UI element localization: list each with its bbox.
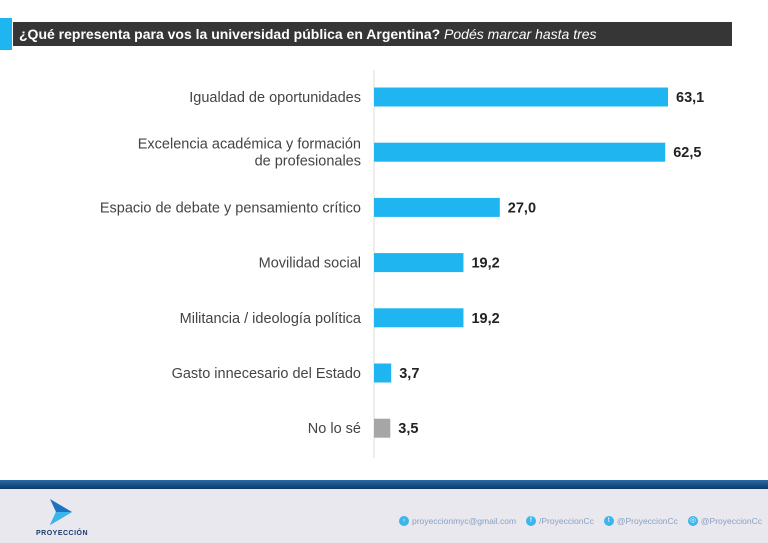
chart-title: ¿Qué representa para vos la universidad … [13,22,732,46]
facebook-icon: f [526,516,537,526]
footer: PROYECCIÓN › proyeccionmyc@gmail.com f/Pro… [0,489,768,543]
email-icon: › [398,516,409,526]
contact-item[interactable]: ◎ @ProyeccionCc [687,516,762,526]
category-label: Igualdad de oportunidades [189,90,361,106]
contact-text: /ProyeccionCc [539,516,594,526]
data-label: 62,5 [673,145,701,161]
bar [374,363,392,383]
contact-item[interactable]: t @ProyeccionCc [603,516,678,526]
logo-text: PROYECCIÓN [36,530,89,537]
logo-arrow-icon [50,499,72,525]
bar [374,197,500,217]
bar-chart: 63,1 Igualdad de oportunidades 62,5 Excelen… [100,70,704,458]
title-question: ¿Qué representa para vos la universidad … [19,26,441,42]
category-label: Movilidad social [259,256,361,272]
title-note: Podés marcar hasta tres [444,26,597,42]
data-label: 27,0 [508,200,536,216]
data-label: 63,1 [676,90,704,106]
contact-item[interactable]: › proyeccionmyc@gmail.com [398,516,517,526]
bar [374,142,666,162]
category-label: Gasto innecesario del Estado [172,366,361,382]
bar [374,418,391,438]
category-label: Excelencia académica y formación [138,137,361,153]
twitter-icon: t [603,516,614,526]
contact-item[interactable]: f/ProyeccionCc [526,516,594,526]
category-label: Espacio de debate y pensamiento crítico [100,200,361,216]
logo: PROYECCIÓN [36,499,89,537]
category-label: Militancia / ideología política [180,311,362,327]
bar [374,87,668,107]
data-label: 19,2 [471,311,499,327]
category-label: de profesionales [255,154,361,170]
footer-band [0,480,768,489]
contact-text: @ProyeccionCc [616,516,678,526]
data-label: 3,7 [399,366,419,382]
data-label: 19,2 [471,256,499,272]
data-label: 3,5 [398,421,418,437]
contacts: › proyeccionmyc@gmail.com f/ProyeccionCc t @… [398,516,762,526]
bar [374,308,464,328]
instagram-icon: ◎ [687,516,698,526]
contact-text: proyeccionmyc@gmail.com [411,516,517,526]
title-accent [0,18,12,50]
category-label: No lo sé [308,421,361,437]
bar [374,253,464,273]
contact-text: @ProyeccionCc [700,516,762,526]
